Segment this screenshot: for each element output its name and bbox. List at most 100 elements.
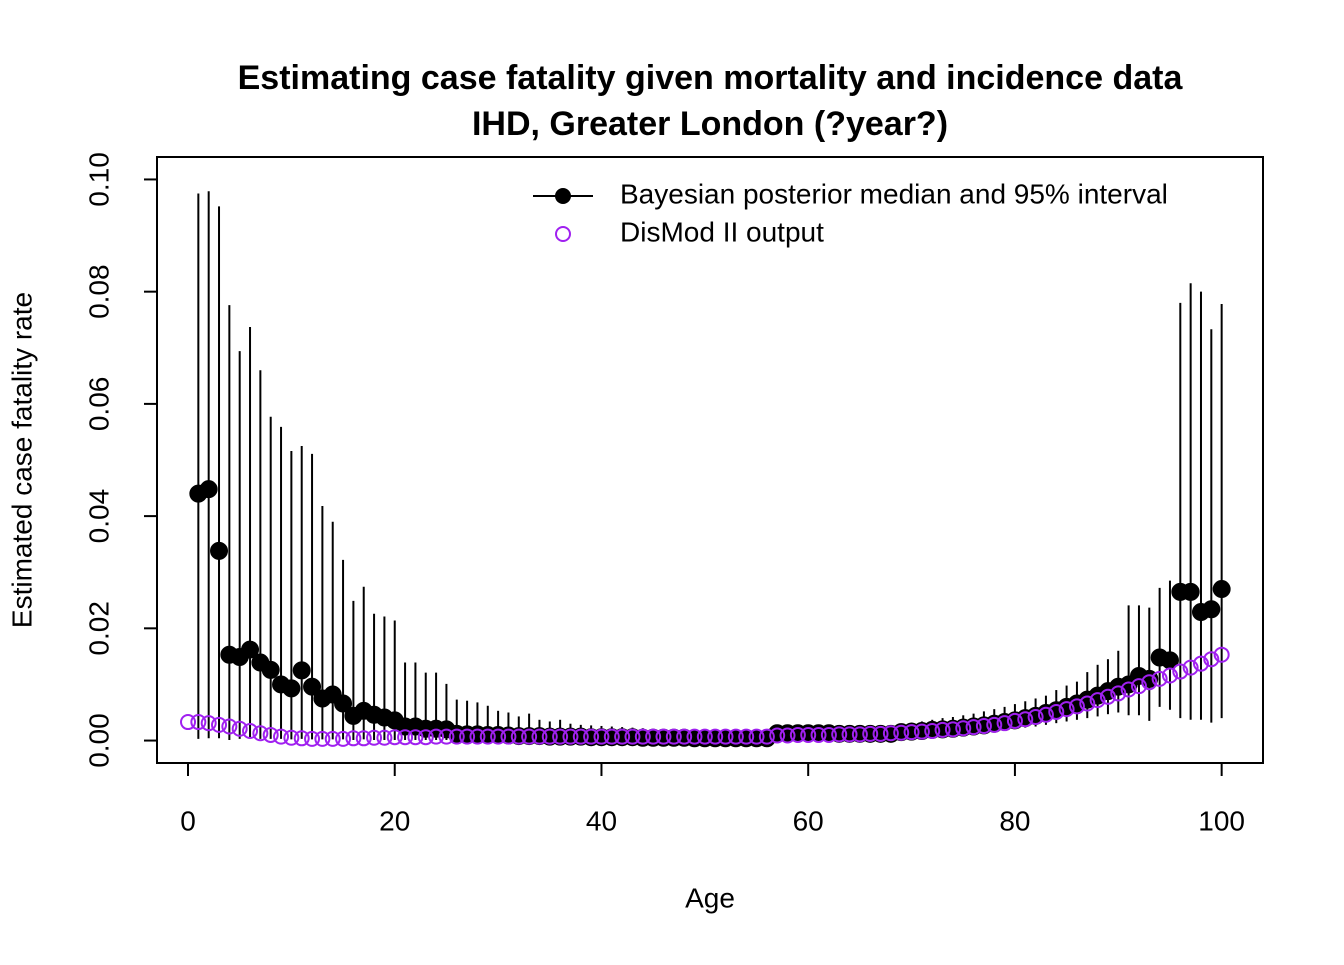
dismod-point bbox=[634, 728, 651, 745]
dismod-point bbox=[1120, 681, 1137, 698]
dismod-point bbox=[986, 716, 1003, 733]
dismod-point bbox=[1068, 698, 1085, 715]
dismod-point bbox=[893, 724, 910, 741]
x-tick-label: 40 bbox=[586, 805, 617, 836]
y-tick-label: 0.08 bbox=[83, 264, 114, 319]
dismod-point bbox=[1141, 674, 1158, 691]
dismod-point bbox=[541, 728, 558, 745]
dismod-point bbox=[283, 729, 300, 746]
dismod-point bbox=[851, 726, 868, 743]
dismod-point bbox=[583, 728, 600, 745]
dismod-point bbox=[996, 715, 1013, 732]
dismod-point bbox=[1203, 651, 1220, 668]
dismod-point bbox=[665, 728, 682, 745]
dismod-point bbox=[1006, 712, 1023, 729]
dismod-point bbox=[1079, 695, 1096, 712]
dismod-point bbox=[490, 728, 507, 745]
y-tick-label: 0.02 bbox=[83, 601, 114, 656]
dismod-point bbox=[1161, 667, 1178, 684]
dismod-point bbox=[872, 725, 889, 742]
dismod-point bbox=[500, 728, 517, 745]
legend-label: DisMod II output bbox=[620, 216, 824, 247]
dismod-point bbox=[231, 720, 248, 737]
dismod-point bbox=[324, 730, 341, 747]
dismod-point bbox=[924, 723, 941, 740]
legend-symbol bbox=[555, 226, 571, 242]
dismod-point bbox=[614, 728, 631, 745]
dismod-point bbox=[696, 728, 713, 745]
dismod-point bbox=[562, 728, 579, 745]
dismod-point bbox=[975, 717, 992, 734]
dismod-point bbox=[593, 728, 610, 745]
y-tick-label: 0.10 bbox=[83, 152, 114, 207]
dismod-point bbox=[624, 728, 641, 745]
dismod-point bbox=[738, 728, 755, 745]
median-point bbox=[292, 661, 311, 680]
dismod-point bbox=[1110, 685, 1127, 702]
dismod-point bbox=[820, 726, 837, 743]
dismod-point bbox=[831, 726, 848, 743]
dismod-point bbox=[531, 728, 548, 745]
dismod-point bbox=[1151, 670, 1168, 687]
dismod-point bbox=[903, 724, 920, 741]
dismod-point bbox=[789, 726, 806, 743]
median-point bbox=[1181, 582, 1200, 601]
dismod-point bbox=[510, 728, 527, 745]
dismod-point bbox=[1048, 703, 1065, 720]
x-tick-label: 80 bbox=[999, 805, 1030, 836]
dismod-point bbox=[428, 728, 445, 745]
dismod-point bbox=[1192, 655, 1209, 672]
dismod-point bbox=[335, 730, 352, 747]
dismod-point bbox=[758, 728, 775, 745]
dismod-point bbox=[1099, 688, 1116, 705]
dismod-point bbox=[1182, 659, 1199, 676]
dismod-point bbox=[1172, 663, 1189, 680]
dismod-point bbox=[862, 725, 879, 742]
dismod-point bbox=[769, 727, 786, 744]
dismod-point bbox=[1089, 692, 1106, 709]
dismod-point bbox=[407, 729, 424, 746]
dismod-point bbox=[645, 728, 662, 745]
median-point bbox=[199, 480, 218, 499]
dismod-point bbox=[417, 729, 434, 746]
dismod-point bbox=[397, 729, 414, 746]
legend-symbol bbox=[555, 188, 571, 204]
dismod-point bbox=[180, 714, 197, 731]
dismod-point bbox=[955, 720, 972, 737]
dismod-point bbox=[366, 729, 383, 746]
dismod-point bbox=[448, 728, 465, 745]
median-point bbox=[334, 694, 353, 713]
dismod-point bbox=[1027, 708, 1044, 725]
x-tick-label: 60 bbox=[793, 805, 824, 836]
dismod-point bbox=[273, 728, 290, 745]
dismod-point bbox=[1213, 646, 1230, 663]
dismod-point bbox=[469, 728, 486, 745]
dismod-point bbox=[376, 729, 393, 746]
median-point bbox=[1212, 580, 1231, 599]
dismod-point bbox=[211, 716, 228, 733]
dismod-point bbox=[655, 728, 672, 745]
dismod-point bbox=[221, 718, 238, 735]
dismod-point bbox=[293, 730, 310, 747]
legend-label: Bayesian posterior median and 95% interv… bbox=[620, 178, 1168, 209]
dismod-point bbox=[190, 714, 207, 731]
y-axis-label: Estimated case fatality rate bbox=[6, 292, 37, 628]
dismod-point bbox=[841, 726, 858, 743]
dismod-point bbox=[252, 725, 269, 742]
dismod-point bbox=[676, 728, 693, 745]
median-point bbox=[241, 640, 260, 659]
dismod-point bbox=[965, 719, 982, 736]
median-point bbox=[303, 677, 322, 696]
dismod-point bbox=[355, 730, 372, 747]
y-tick-label: 0.04 bbox=[83, 489, 114, 544]
dismod-point bbox=[748, 728, 765, 745]
dismod-point bbox=[1017, 711, 1034, 728]
median-point bbox=[210, 541, 229, 560]
dismod-point bbox=[572, 728, 589, 745]
dismod-point bbox=[304, 730, 321, 747]
median-point bbox=[1202, 600, 1221, 619]
dismod-point bbox=[1130, 678, 1147, 695]
dismod-point bbox=[810, 726, 827, 743]
